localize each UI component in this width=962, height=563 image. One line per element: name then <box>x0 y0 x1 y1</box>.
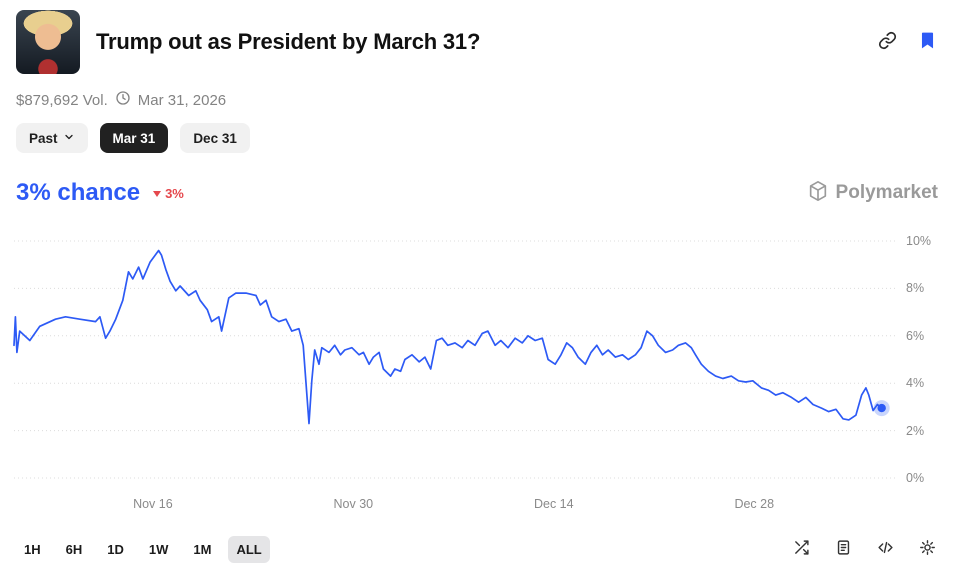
link-icon <box>878 31 897 53</box>
polymarket-logo-icon <box>807 180 829 207</box>
tab-mar-31-label: Mar 31 <box>112 130 156 146</box>
time-range-group: 1H 6H 1D 1W 1M ALL <box>16 535 270 563</box>
price-chart: 10% 8% 6% 4% 2% 0% Nov 16 Nov 30 Dec 14 … <box>13 230 962 526</box>
y-axis-label: 2% <box>906 423 925 438</box>
copy-link-button[interactable] <box>876 31 898 53</box>
past-dropdown[interactable]: Past <box>16 123 88 153</box>
market-meta: $879,692 Vol. Mar 31, 2026 <box>16 90 226 110</box>
brand-watermark: Polymarket <box>807 180 938 207</box>
chance-value: 3% chance <box>16 179 141 206</box>
y-axis-label: 8% <box>906 281 925 296</box>
gear-icon <box>919 539 936 559</box>
chance-change: 3% <box>152 186 184 201</box>
range-1h-button[interactable]: 1H <box>16 536 49 563</box>
embed-button[interactable] <box>874 538 896 560</box>
market-avatar-image <box>16 10 80 74</box>
chart-canvas[interactable] <box>13 230 896 480</box>
range-1m-button[interactable]: 1M <box>185 536 219 563</box>
volume-text: $879,692 Vol. <box>16 91 108 109</box>
chart-tools <box>790 538 938 560</box>
y-axis-label: 10% <box>906 234 932 248</box>
clock-icon <box>115 90 131 110</box>
range-6h-button[interactable]: 6H <box>58 536 91 563</box>
y-axis-label: 4% <box>906 376 925 391</box>
x-axis-label: Nov 30 <box>333 497 374 511</box>
code-icon <box>877 539 894 559</box>
settings-button[interactable] <box>916 538 938 560</box>
bookmark-button[interactable] <box>916 31 938 53</box>
shuffle-icon <box>793 539 810 559</box>
shuffle-button[interactable] <box>790 538 812 560</box>
tab-dec-31-label: Dec 31 <box>193 130 237 146</box>
tab-mar-31[interactable]: Mar 31 <box>99 123 169 153</box>
range-1d-button[interactable]: 1D <box>99 536 132 563</box>
range-1w-button[interactable]: 1W <box>141 536 177 563</box>
chart-toolbar: 1H 6H 1D 1W 1M ALL <box>16 535 938 563</box>
market-title: Trump out as President by March 31? <box>96 29 481 54</box>
document-icon <box>835 539 852 559</box>
tab-dec-31[interactable]: Dec 31 <box>180 123 250 153</box>
y-axis-label: 6% <box>906 328 925 343</box>
market-header: Trump out as President by March 31? <box>16 10 938 74</box>
x-axis-label: Dec 28 <box>734 497 775 511</box>
outcome-tabs: Past Mar 31 Dec 31 <box>16 123 250 153</box>
brand-name: Polymarket <box>835 182 938 203</box>
x-axis-label: Nov 16 <box>133 497 173 511</box>
news-button[interactable] <box>832 538 854 560</box>
down-arrow-icon <box>152 186 162 201</box>
header-actions <box>876 31 938 53</box>
past-dropdown-label: Past <box>29 130 58 146</box>
x-axis-label: Dec 14 <box>533 497 574 511</box>
y-axis-label: 0% <box>906 471 925 485</box>
chance-change-label: 3% <box>165 185 184 201</box>
range-all-button[interactable]: ALL <box>228 535 270 563</box>
bookmark-icon <box>918 31 937 53</box>
deadline-text: Mar 31, 2026 <box>137 91 227 109</box>
chevron-down-icon <box>63 131 75 146</box>
chance-row: 3% chance 3% Polymarket <box>16 176 938 210</box>
